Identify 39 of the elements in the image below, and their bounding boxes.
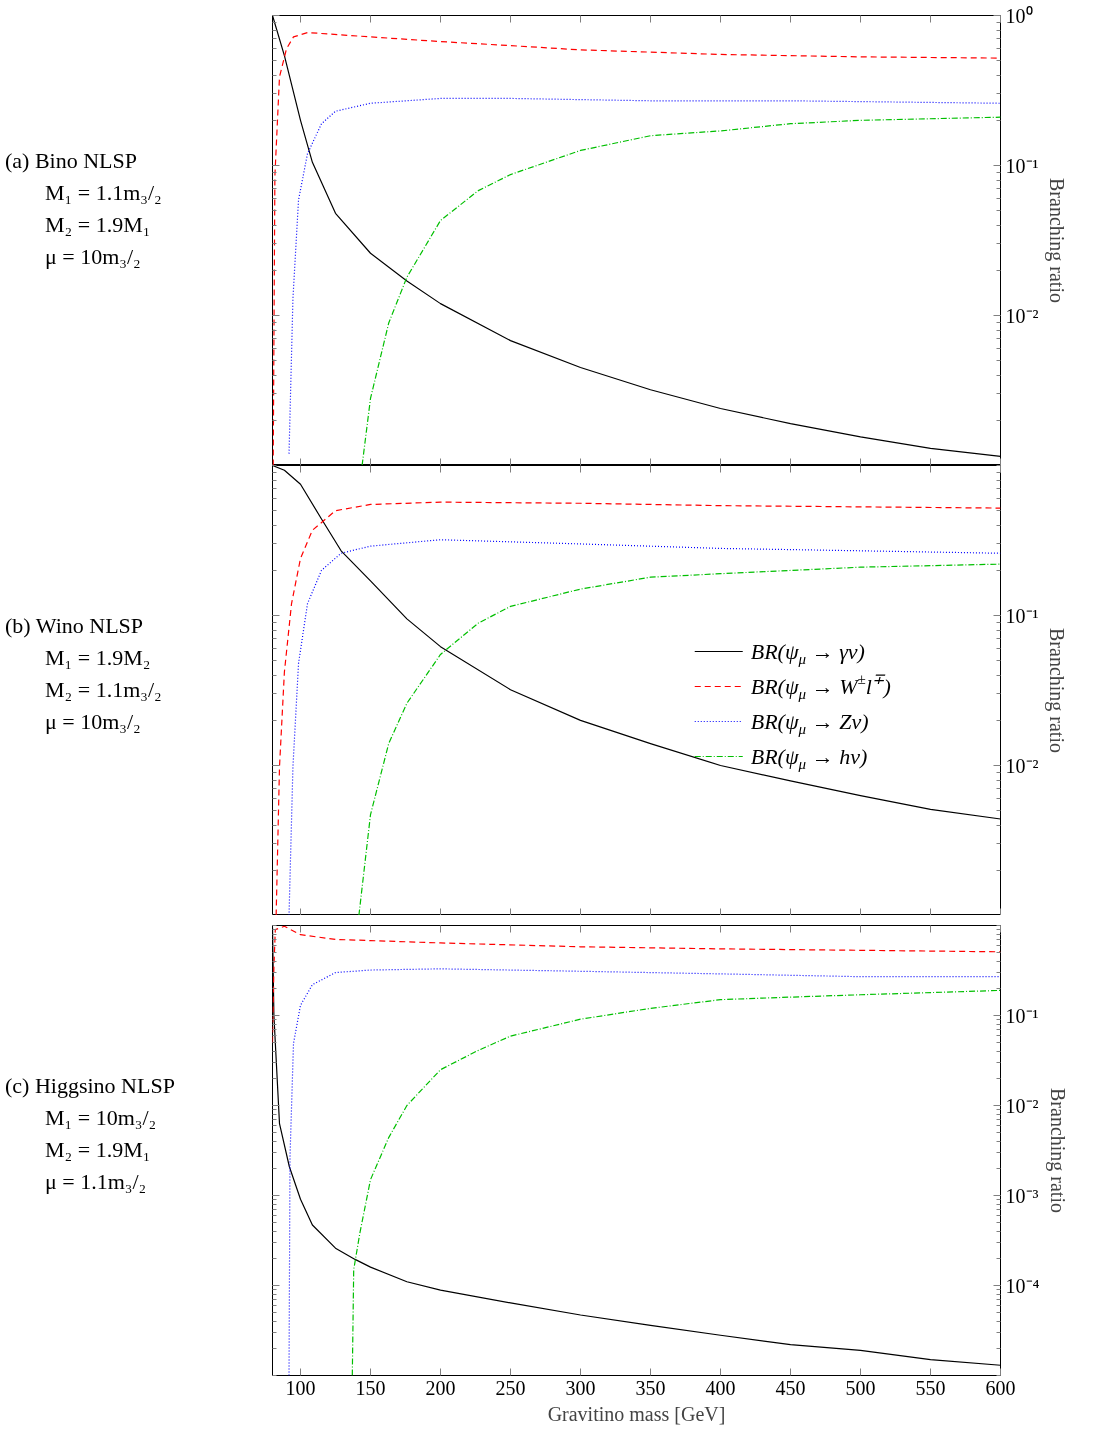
text: μ = 1.1m₃/₂ xyxy=(44,1168,148,1196)
x-tick-label: 450 xyxy=(775,1376,806,1399)
x-tick-label: 600 xyxy=(985,1376,1016,1399)
line-series xyxy=(361,116,1001,465)
text: μ = 10m₃/₂ xyxy=(44,708,142,736)
x-tick-label: 500 xyxy=(845,1376,876,1399)
text: (a) Bino NLSP xyxy=(5,147,138,175)
text: M₁ = 1.1m₃/₂ xyxy=(44,179,162,207)
x-tick-label: 400 xyxy=(705,1376,736,1399)
y-tick-label: 10⁻¹ xyxy=(1005,154,1039,177)
x-tick-label: 350 xyxy=(635,1376,666,1399)
text: M₂ = 1.1m₃/₂ xyxy=(44,676,162,704)
y-tick-label: 10⁻² xyxy=(1005,1094,1039,1117)
x-tick-label: 200 xyxy=(425,1376,456,1399)
y-tick-label: 10⁻¹ xyxy=(1005,604,1039,627)
text: (c) Higgsino NLSP xyxy=(5,1072,175,1100)
line-series xyxy=(288,97,1001,455)
y-axis-title: Branching ratio xyxy=(1045,178,1069,303)
text: M₁ = 10m₃/₂ xyxy=(44,1104,158,1132)
x-tick-label: 550 xyxy=(915,1376,946,1399)
y-tick-label: 10⁻² xyxy=(1005,754,1039,777)
y-tick-label: 10⁻² xyxy=(1005,304,1039,327)
y-tick-label: 10⁻³ xyxy=(1005,1184,1039,1207)
x-axis-title: Gravitino mass [GeV] xyxy=(547,1402,726,1425)
text: μ = 10m₃/₂ xyxy=(44,243,142,271)
x-tick-label: 100 xyxy=(285,1376,316,1399)
y-tick-label: 10⁰ xyxy=(1005,4,1033,27)
y-tick-label: 10⁻¹ xyxy=(1005,1004,1039,1027)
text: M₂ = 1.9M₁ xyxy=(44,211,152,239)
text: M₂ = 1.9M₁ xyxy=(44,1136,152,1164)
x-tick-label: 250 xyxy=(495,1376,526,1399)
x-tick-label: 300 xyxy=(565,1376,596,1399)
text: (b) Wino NLSP xyxy=(5,612,145,640)
y-axis-title: Branching ratio xyxy=(1046,1088,1070,1213)
x-tick-label: 150 xyxy=(355,1376,386,1399)
y-tick-label: 10⁻⁴ xyxy=(1005,1274,1040,1297)
line-series xyxy=(358,563,1001,915)
text: M₁ = 1.9M₂ xyxy=(44,644,152,672)
y-axis-title: Branching ratio xyxy=(1045,628,1069,753)
